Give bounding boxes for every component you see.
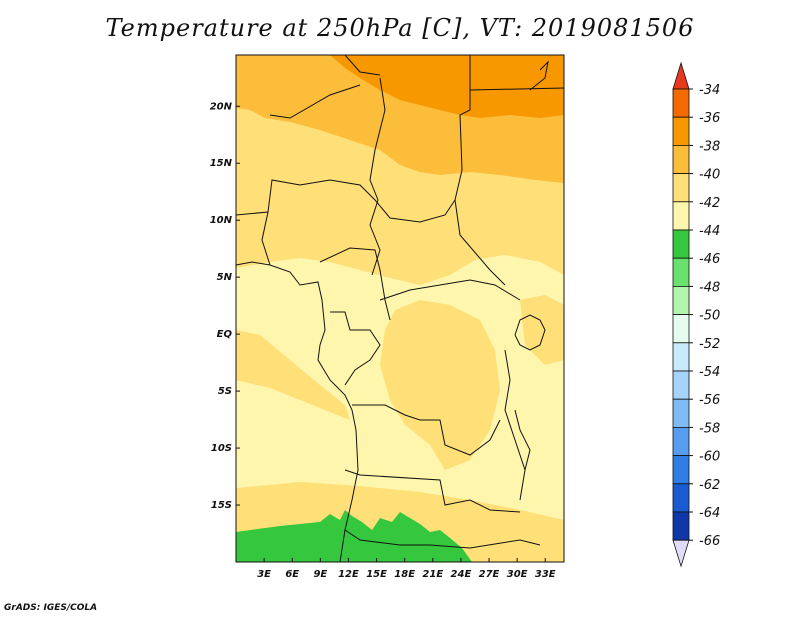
lon-tick-label: 24E bbox=[451, 569, 472, 580]
colorbar-label: -36 bbox=[699, 111, 720, 126]
colorbar-swatch bbox=[672, 116, 690, 146]
colorbar-swatch bbox=[672, 398, 690, 428]
colorbar-label: -38 bbox=[699, 139, 720, 154]
border-drc-north bbox=[379, 279, 521, 301]
border-central bbox=[236, 179, 456, 223]
lon-tick-label: 18E bbox=[394, 569, 415, 580]
credit-text: GrADS: IGES/COLA bbox=[4, 603, 98, 613]
colorbar-label: -42 bbox=[699, 196, 720, 211]
border-cameroon bbox=[319, 247, 391, 321]
colorbar-label: -62 bbox=[699, 478, 720, 493]
colorbar-swatch bbox=[672, 144, 690, 174]
band-minus-36 bbox=[330, 55, 564, 118]
colorbar-swatch bbox=[672, 88, 690, 118]
colorbar-swatch bbox=[672, 511, 690, 541]
colorbar-swatch bbox=[672, 342, 690, 372]
colorbar-label: -40 bbox=[699, 168, 720, 183]
colorbar-top-arrow bbox=[672, 61, 690, 90]
lat-tick-label: 10S bbox=[211, 443, 232, 454]
border-nile bbox=[369, 77, 386, 276]
colorbar-bottom-arrow bbox=[672, 539, 690, 568]
lat-tick-label: EQ bbox=[217, 329, 233, 340]
colorbar-label: -56 bbox=[699, 393, 720, 408]
border-angola bbox=[344, 469, 521, 513]
colorbar-label: -50 bbox=[699, 309, 720, 324]
border-west bbox=[261, 211, 271, 266]
border-north bbox=[454, 55, 506, 286]
map-title: Temperature at 250hPa [C], VT: 201908150… bbox=[105, 14, 695, 42]
border-east bbox=[504, 349, 526, 501]
lon-tick-label: 21E bbox=[422, 569, 443, 580]
borders bbox=[236, 55, 564, 562]
lon-tick-label: 3E bbox=[257, 569, 271, 580]
colorbar-swatch bbox=[672, 229, 690, 259]
colorbar-label: -46 bbox=[699, 252, 720, 267]
border-nigeria bbox=[269, 84, 361, 119]
colorbar-swatch bbox=[672, 455, 690, 485]
band-minus-40-congo bbox=[380, 300, 500, 470]
lon-tick-label: 9E bbox=[313, 569, 327, 580]
colorbar: -34 -36 -38 -40 -42 -44 -46 -48 -50 -52 -54 -56 -58 -… bbox=[672, 61, 720, 568]
band-minus-40-east bbox=[520, 295, 564, 365]
border-drc-west bbox=[352, 404, 501, 456]
colorbar-label: -48 bbox=[699, 280, 720, 295]
map-frame bbox=[235, 54, 565, 563]
colorbar-swatch bbox=[672, 173, 690, 203]
lat-tick-label: 5S bbox=[218, 386, 232, 397]
colorbar-swatch bbox=[672, 370, 690, 400]
colorbar-swatch bbox=[672, 314, 690, 344]
lon-tick-label: 30E bbox=[507, 569, 528, 580]
colorbar-swatch bbox=[672, 257, 690, 287]
border-gabon bbox=[330, 311, 381, 386]
border-tanganyika bbox=[514, 409, 531, 471]
colorbar-swatch bbox=[672, 483, 690, 513]
lon-tick-label: 6E bbox=[285, 569, 299, 580]
border-egypt bbox=[469, 87, 564, 91]
lon-tick-label: 12E bbox=[338, 569, 359, 580]
colorbar-label: -44 bbox=[699, 224, 720, 239]
lat-tick-label: 20N bbox=[210, 101, 233, 112]
lat-tick-label: 5N bbox=[217, 272, 233, 283]
colorbar-swatch bbox=[672, 285, 690, 315]
colorbar-label: -66 bbox=[699, 534, 720, 549]
coastline bbox=[236, 261, 359, 562]
colorbar-label: -54 bbox=[699, 365, 720, 380]
colorbar-label: -52 bbox=[699, 337, 720, 352]
colorbar-swatch bbox=[672, 201, 690, 231]
colorbar-label: -34 bbox=[699, 83, 720, 98]
lon-tick-label: 33E bbox=[535, 569, 556, 580]
border-red-sea bbox=[529, 60, 549, 91]
border-libya bbox=[344, 55, 381, 76]
colorbar-label: -64 bbox=[699, 506, 720, 521]
lon-tick-label: 15E bbox=[366, 569, 387, 580]
temperature-field bbox=[236, 55, 564, 562]
border-south bbox=[344, 529, 541, 549]
lat-tick-label: 10N bbox=[210, 215, 233, 226]
colorbar-swatch bbox=[672, 426, 690, 456]
longitude-axis: 3E 6E 9E 12E 15E 18E 21E 24E 27E 30E 33E bbox=[257, 558, 556, 580]
lat-tick-label: 15S bbox=[211, 500, 232, 511]
border-lake-east bbox=[514, 314, 546, 351]
lon-tick-label: 27E bbox=[479, 569, 500, 580]
latitude-axis: 20N 15N 10N 5N EQ 5S 10S 15S bbox=[210, 101, 240, 511]
band-minus-40-coast bbox=[236, 330, 350, 420]
lat-tick-label: 15N bbox=[210, 158, 233, 169]
colorbar-label: -58 bbox=[699, 421, 720, 436]
colorbar-label: -60 bbox=[699, 450, 720, 465]
